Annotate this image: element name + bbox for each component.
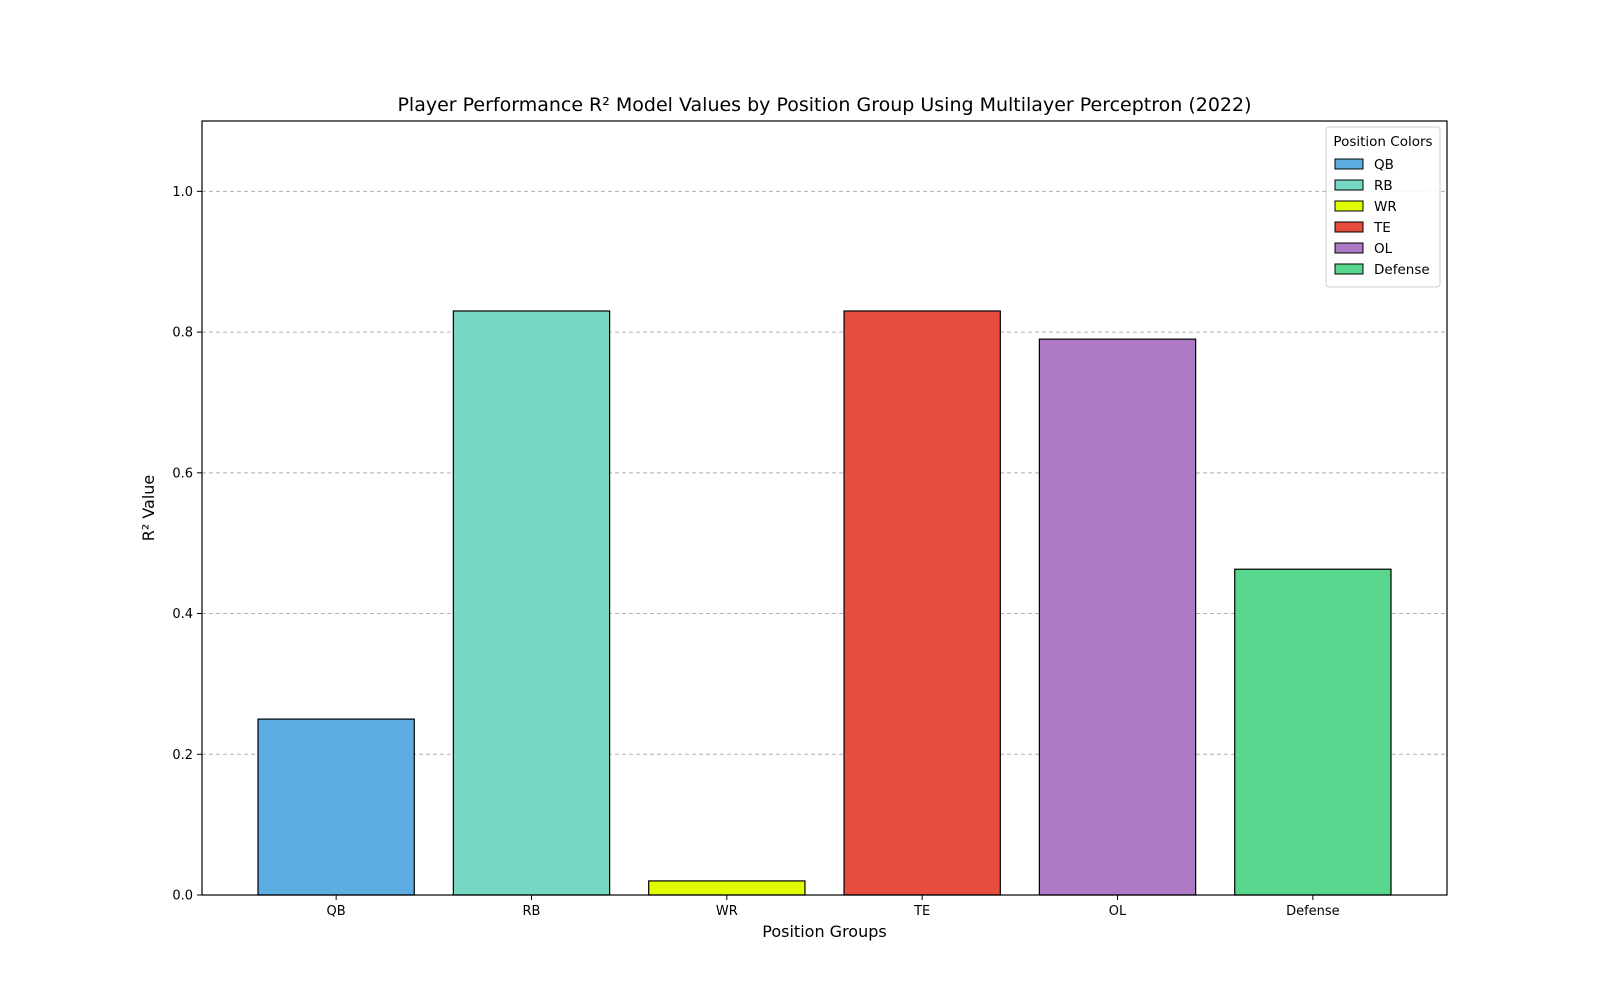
y-tick-label: 0.0 (172, 889, 193, 904)
x-axis-ticks: QB RB WR TE OL Defense (327, 895, 1340, 919)
legend-label: RB (1374, 178, 1393, 194)
x-tick-label: TE (913, 904, 930, 919)
legend-swatch (1334, 158, 1364, 170)
y-tick-label: 0.8 (172, 326, 193, 341)
x-tick-label: RB (523, 904, 541, 919)
x-tick-label: WR (716, 904, 738, 919)
y-tick-label: 1.0 (172, 185, 193, 200)
legend-swatch (1334, 242, 1364, 254)
legend-swatch (1334, 221, 1364, 233)
legend-swatch (1334, 200, 1364, 212)
y-tick-label: 0.4 (172, 607, 193, 622)
bar-wr (648, 880, 806, 896)
legend-label: QB (1374, 157, 1394, 173)
legend-label: TE (1373, 220, 1391, 236)
chart-title: Player Performance R² Model Values by Po… (397, 94, 1251, 116)
plot-frame (201, 120, 1448, 896)
y-axis-title: R² Value (139, 475, 158, 542)
bar-te (843, 310, 1001, 896)
legend: Position Colors QB RB WR TE OL Defense (1325, 126, 1441, 288)
bar-defense (1234, 568, 1392, 896)
legend-title: Position Colors (1333, 134, 1432, 150)
y-axis-ticks: 0.0 0.2 0.4 0.6 0.8 1.0 (172, 185, 202, 904)
legend-swatch (1334, 179, 1364, 191)
bar-ol (1038, 338, 1197, 896)
bar-qb (257, 718, 415, 896)
y-tick-label: 0.6 (172, 466, 193, 481)
x-tick-label: OL (1109, 904, 1127, 919)
legend-label: WR (1374, 199, 1397, 215)
x-tick-label: Defense (1286, 904, 1340, 919)
legend-label: OL (1374, 241, 1393, 257)
y-tick-label: 0.2 (172, 748, 193, 763)
legend-label: Defense (1374, 262, 1430, 278)
x-tick-label: QB (327, 904, 346, 919)
x-axis-title: Position Groups (762, 922, 886, 941)
bar-rb (452, 310, 611, 896)
bars (257, 310, 1392, 896)
legend-items: QB RB WR TE OL Defense (1334, 157, 1430, 278)
legend-swatch (1334, 263, 1364, 275)
